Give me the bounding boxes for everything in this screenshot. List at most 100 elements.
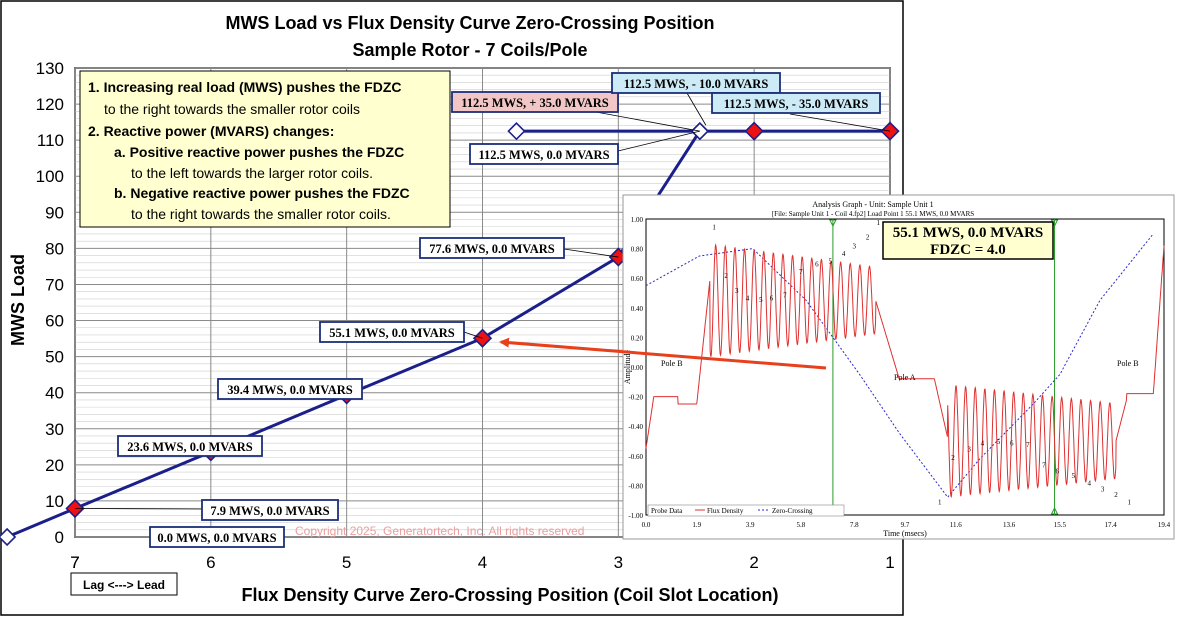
inset-y-tick: -1.00 (628, 512, 643, 520)
inset-y-tick: -0.80 (628, 482, 643, 490)
y-tick-label: 30 (45, 420, 64, 439)
data-label: 0.0 MWS, 0.0 MVARS (157, 531, 276, 545)
x-tick-label: 1 (885, 553, 894, 572)
main-y-axis-label: MWS Load (8, 254, 28, 346)
inset-legend-flux: Flux Density (707, 507, 744, 515)
inset-subtitle: [File: Sample Unit 1 - Coil 4.fp2] Load … (772, 210, 974, 218)
inset-y-tick: -0.20 (628, 394, 643, 402)
note-line-3: 2. Reactive power (MVARS) changes: (88, 123, 334, 139)
note-line-4: a. Positive reactive power pushes the FD… (114, 144, 404, 160)
label-leader-line (74, 508, 203, 510)
note-line-6: b. Negative reactive power pushes the FD… (114, 185, 410, 201)
coil-number-label: 6 (770, 294, 774, 302)
inset-region-pole-b-right: Pole B (1117, 359, 1139, 368)
data-point-marker (65, 498, 85, 519)
notes-text: 1. Increasing real load (MWS) pushes the… (88, 79, 414, 222)
x-tick-label: 7 (70, 553, 79, 572)
data-point-marker (0, 527, 17, 547)
inset-legend-zero-crossing: Zero-Crossing (772, 507, 813, 515)
inset-x-tick: 1.9 (692, 521, 701, 529)
data-label-box (711, 92, 881, 114)
inset-x-tick-labels: 0.0 1.9 3.9 5.8 7.8 9.7 11.6 13.6 15.5 17.4 19.4 (642, 521, 1171, 529)
data-label: 39.4 MWS, 0.0 MVARS (227, 383, 353, 397)
main-data-labels: 0.0 MWS, 0.0 MVARS 7.9 MWS, 0.0 MVARS 23.6… (74, 72, 891, 548)
label-leader-line (595, 111, 700, 132)
inset-x-axis-label: Time (msecs) (883, 529, 927, 538)
inset-y-tick: 0.60 (631, 275, 644, 283)
data-label-box (319, 321, 465, 343)
inset-y-tick: -0.60 (628, 453, 643, 461)
inset-x-tick: 17.4 (1104, 521, 1117, 529)
note-line-1: 1. Increasing real load (MWS) pushes the… (88, 79, 402, 95)
label-leader-line (463, 331, 483, 339)
y-tick-label: 100 (36, 167, 64, 186)
data-label: 112.5 MWS, - 35.0 MVARS (724, 97, 869, 111)
zero-crossing-curve (645, 233, 1154, 499)
inset-callout-line-2: FDZC = 4.0 (930, 242, 1006, 258)
inset-callout-box (882, 221, 1054, 260)
inset-x-tick: 0.0 (642, 521, 651, 529)
y-tick-label: 130 (36, 59, 64, 78)
flux-density-curve (645, 243, 1165, 498)
data-label-box (217, 378, 363, 400)
inset-y-tick: 0.40 (631, 305, 644, 313)
main-chart-subtitle: Sample Rotor - 7 Coils/Pole (352, 40, 587, 60)
coil-number-label: 6 (1055, 468, 1059, 476)
coil-number-label: 7 (799, 268, 803, 276)
main-x-tick-labels: 77 6 5 4 3 2 1 (70, 553, 894, 572)
inset-region-pole-b-left: Pole B (661, 359, 683, 368)
coil-number-label: 5 (1071, 472, 1075, 480)
zero-crossing-flag (1050, 506, 1059, 515)
x-tick-label: 4 (478, 553, 487, 572)
note-line-7: to the right towards the smaller rotor c… (131, 206, 391, 222)
inset-legend (647, 504, 845, 517)
inset-y-tick: 1.00 (631, 216, 644, 224)
lag-lead-label: Lag <---> Lead (83, 578, 165, 592)
data-label-box (419, 237, 565, 259)
main-y-tick-labels: 0 10 20 30 40 50 60 70 80 90 100 110 120 130 (36, 59, 64, 547)
coil-number-label: 7 (1042, 462, 1046, 470)
inset-region-pole-a: Pole A (894, 373, 916, 382)
inset-x-tick: 3.9 (746, 521, 755, 529)
x-tick-label: 6 (206, 553, 215, 572)
inset-y-tick: 0.80 (631, 246, 644, 254)
inset-x-tick: 7.8 (850, 521, 859, 529)
label-leader-line (686, 92, 707, 126)
inset-analysis-graph: Analysis Graph - Unit: Sample Unit 1 [Fi… (622, 194, 1175, 540)
coil-number-label: 7 (1026, 441, 1030, 449)
x-tick-label: 7 (70, 553, 79, 572)
data-point-marker (744, 121, 764, 141)
lag-lead-box (70, 572, 178, 596)
pointer-arrow (499, 337, 827, 370)
coil-number-label: 4 (842, 250, 846, 258)
y-tick-label: 120 (36, 95, 64, 114)
coil-number-label: 3 (853, 243, 857, 251)
inset-y-axis-label: Amplitude (623, 349, 632, 384)
y-tick-label: 10 (45, 492, 64, 511)
y-tick-label: 60 (45, 312, 64, 331)
x-tick-label: 5 (342, 553, 351, 572)
coil-number-label: 1 (1128, 499, 1132, 507)
data-label-box (201, 499, 339, 521)
main-x-axis-label: Flux Density Curve Zero-Crossing Positio… (241, 585, 778, 605)
note-line-5: to the left towards the larger rotor coi… (131, 165, 373, 181)
coil-number-label: 2 (1114, 491, 1118, 499)
data-label: 7.9 MWS, 0.0 MVARS (210, 504, 329, 518)
coil-number-label: 5 (997, 438, 1001, 446)
coil-number-label: 2 (951, 454, 955, 462)
label-leader-line (617, 130, 700, 152)
copyright-text: Copyright 2025, Generatortech, Inc. All … (295, 524, 584, 538)
y-tick-label: 0 (55, 528, 64, 547)
inset-y-tick-labels: 1.00 0.80 0.60 0.40 0.20 0.00 -0.20 -0.40 -0.60 -… (628, 216, 643, 520)
inset-x-tick: 19.4 (1158, 521, 1171, 529)
inset-x-tick: 11.6 (950, 521, 962, 529)
coil-number-label: 5 (759, 296, 763, 304)
y-tick-label: 80 (45, 239, 64, 258)
inset-y-tick: 0.00 (631, 364, 644, 372)
coil-number-label: 3 (735, 287, 739, 295)
coil-number-label: 7 (783, 291, 787, 299)
data-label-box (611, 72, 781, 94)
y-tick-label: 110 (37, 131, 64, 150)
